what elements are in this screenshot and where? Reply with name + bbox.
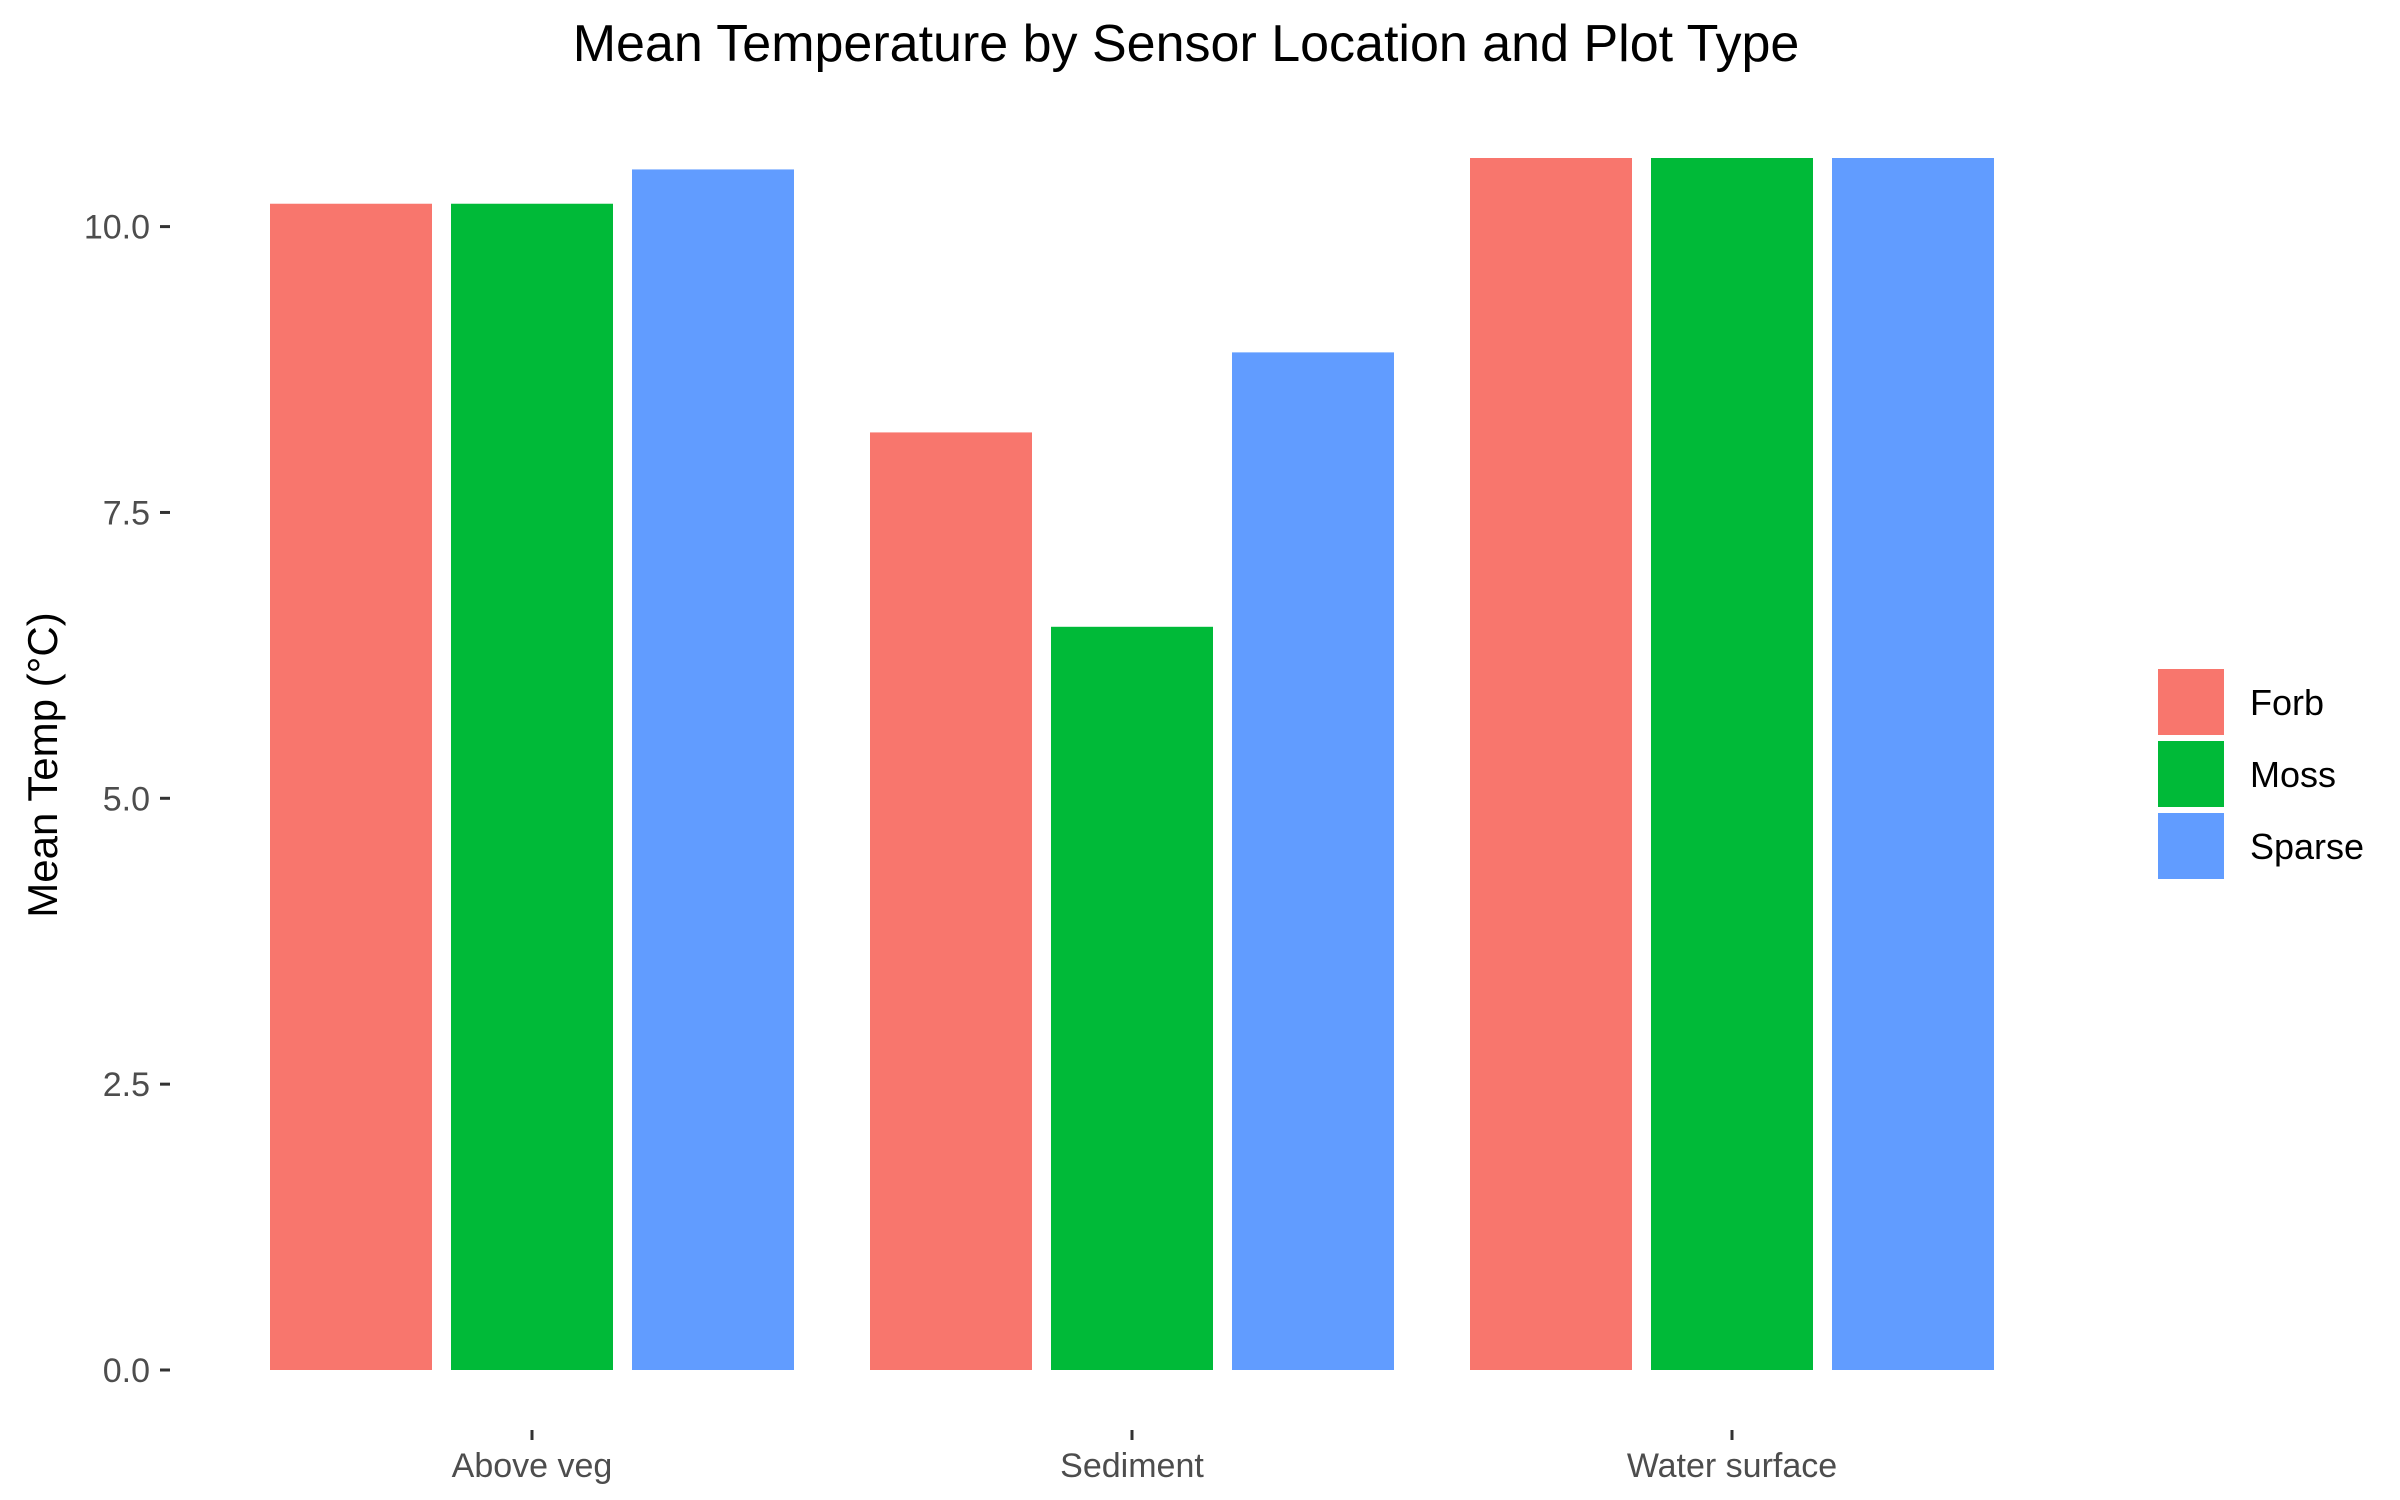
x-tick-label: Sediment — [1060, 1447, 1204, 1485]
y-tick-label: 7.5 — [103, 494, 150, 532]
y-tick-label: 10.0 — [84, 209, 150, 247]
legend-key-sparse — [2158, 813, 2224, 879]
legend-key-moss — [2158, 741, 2224, 807]
bar-sparse-sediment — [1232, 352, 1394, 1371]
bar-forb-sediment — [870, 432, 1032, 1370]
y-tick-label: 2.5 — [103, 1066, 150, 1104]
legend: Forb Moss Sparse — [2158, 669, 2364, 879]
x-axis: Above veg Sediment Water surface — [452, 1430, 1837, 1485]
bar-moss-water-surface — [1651, 158, 1813, 1370]
legend-label-moss: Moss — [2250, 754, 2336, 795]
y-axis: 0.0 2.5 5.0 7.5 10.0 — [84, 209, 170, 1390]
bars-group — [270, 158, 1994, 1371]
bar-sparse-above-veg — [632, 169, 794, 1370]
legend-label-forb: Forb — [2250, 682, 2324, 723]
x-tick-label: Water surface — [1627, 1447, 1837, 1485]
x-tick-label: Above veg — [452, 1447, 613, 1485]
chart-title: Mean Temperature by Sensor Location and … — [573, 15, 1800, 73]
bar-sparse-water-surface — [1832, 158, 1994, 1370]
bar-moss-sediment — [1051, 626, 1213, 1370]
bar-forb-above-veg — [270, 203, 432, 1371]
legend-key-forb — [2158, 669, 2224, 735]
bar-forb-water-surface — [1470, 158, 1632, 1370]
legend-label-sparse: Sparse — [2250, 826, 2364, 867]
y-tick-label: 0.0 — [103, 1352, 150, 1390]
y-tick-label: 5.0 — [103, 780, 150, 818]
bar-moss-above-veg — [451, 203, 613, 1371]
y-axis-title: Mean Temp (°C) — [19, 612, 66, 917]
